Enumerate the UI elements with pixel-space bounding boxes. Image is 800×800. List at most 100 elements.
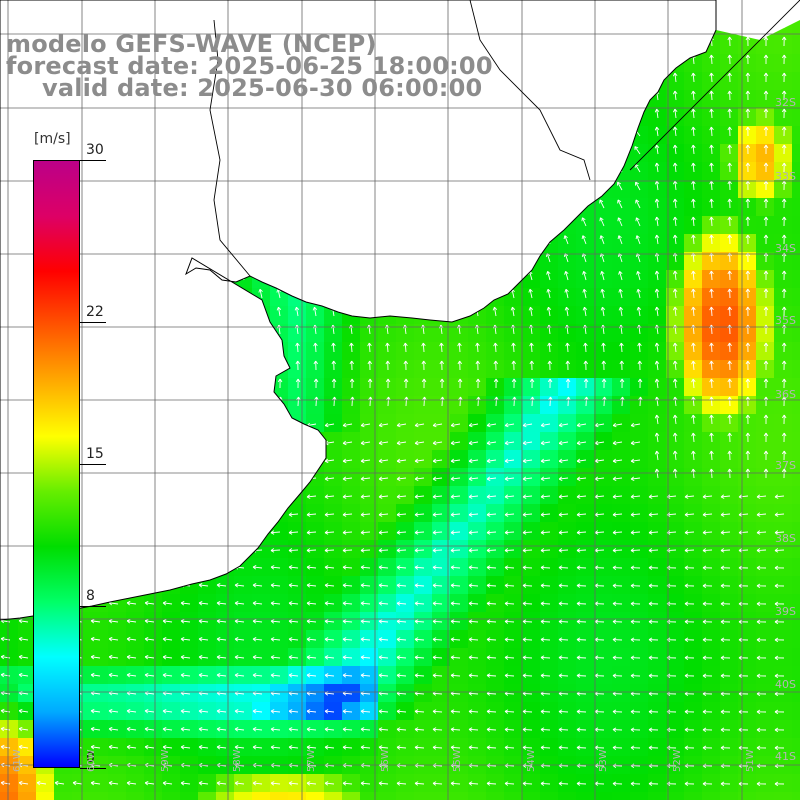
field-cell <box>558 738 577 757</box>
field-cell <box>522 558 541 577</box>
field-cell <box>450 360 469 379</box>
field-cell <box>558 504 577 523</box>
field-cell <box>648 576 667 595</box>
field-cell <box>324 360 343 379</box>
field-cell <box>774 594 793 613</box>
field-cell <box>774 216 793 235</box>
field-cell <box>468 720 487 739</box>
field-cell <box>486 648 505 667</box>
field-cell <box>558 720 577 739</box>
field-cell <box>738 738 757 757</box>
field-cell <box>702 396 721 415</box>
field-cell <box>756 414 775 433</box>
field-cell <box>54 774 73 793</box>
field-cell <box>684 612 703 631</box>
field-cell <box>126 738 145 757</box>
field-cell <box>756 342 775 361</box>
field-cell <box>612 612 631 631</box>
field-cell <box>342 576 361 595</box>
field-cell <box>720 774 739 793</box>
field-cell <box>432 432 451 451</box>
field-cell <box>414 522 433 541</box>
field-cell <box>486 486 505 505</box>
field-cell <box>774 72 793 91</box>
field-cell <box>522 378 541 397</box>
field-cell <box>36 774 55 793</box>
field-cell <box>756 324 775 343</box>
field-cell <box>270 666 289 685</box>
field-cell <box>342 738 361 757</box>
field-cell <box>90 792 109 800</box>
lat-label-41s: 41S <box>775 750 796 763</box>
field-cell <box>450 594 469 613</box>
field-cell <box>558 666 577 685</box>
field-cell <box>774 486 793 505</box>
field-cell <box>324 684 343 703</box>
field-cell <box>684 198 703 217</box>
field-cell <box>720 306 739 325</box>
field-cell <box>792 36 800 55</box>
lon-label-55w: 55W <box>452 749 463 772</box>
field-cell <box>612 702 631 721</box>
field-cell <box>792 396 800 415</box>
field-cell <box>18 738 37 757</box>
field-cell <box>378 342 397 361</box>
field-cell <box>774 504 793 523</box>
field-cell <box>630 792 649 800</box>
field-cell <box>792 504 800 523</box>
field-cell <box>684 486 703 505</box>
field-cell <box>378 576 397 595</box>
field-cell <box>486 612 505 631</box>
field-cell <box>594 504 613 523</box>
field-cell <box>666 540 685 559</box>
field-cell <box>414 612 433 631</box>
field-cell <box>756 558 775 577</box>
field-cell <box>450 486 469 505</box>
field-cell <box>702 450 721 469</box>
field-cell <box>234 684 253 703</box>
field-cell <box>270 684 289 703</box>
field-cell <box>504 378 523 397</box>
field-cell <box>774 144 793 163</box>
field-cell <box>558 324 577 343</box>
field-cell <box>720 72 739 91</box>
field-cell <box>378 774 397 793</box>
field-cell <box>756 36 775 55</box>
field-cell <box>720 360 739 379</box>
field-cell <box>612 576 631 595</box>
field-cell <box>324 612 343 631</box>
field-cell <box>648 144 667 163</box>
field-cell <box>486 630 505 649</box>
field-cell <box>360 414 379 433</box>
field-cell <box>648 792 667 800</box>
field-cell <box>774 378 793 397</box>
field-cell <box>738 162 757 181</box>
field-cell <box>468 360 487 379</box>
field-cell <box>666 108 685 127</box>
field-cell <box>666 126 685 145</box>
field-cell <box>666 180 685 199</box>
field-cell <box>594 684 613 703</box>
field-cell <box>648 594 667 613</box>
field-cell <box>594 396 613 415</box>
field-cell <box>486 324 505 343</box>
field-cell <box>72 774 91 793</box>
field-cell <box>702 108 721 127</box>
field-cell <box>378 666 397 685</box>
lon-label-52w: 52W <box>672 749 683 772</box>
wind-arrow <box>727 36 732 47</box>
field-cell <box>576 486 595 505</box>
field-cell <box>486 774 505 793</box>
field-cell <box>774 342 793 361</box>
field-cell <box>792 324 800 343</box>
field-cell <box>558 396 577 415</box>
field-cell <box>702 720 721 739</box>
field-cell <box>450 684 469 703</box>
field-cell <box>450 666 469 685</box>
field-cell <box>702 270 721 289</box>
field-cell <box>666 288 685 307</box>
field-cell <box>756 738 775 757</box>
field-cell <box>756 792 775 800</box>
field-cell <box>720 450 739 469</box>
field-cell <box>378 792 397 800</box>
